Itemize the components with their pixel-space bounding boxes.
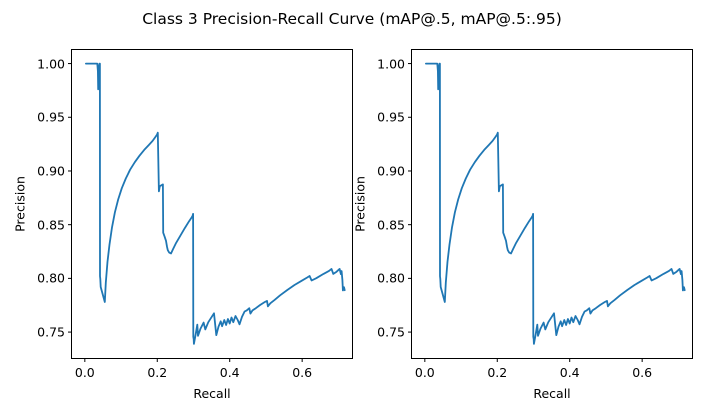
y-tick-label-left: 0.80 (37, 270, 65, 286)
y-tick-label-left: 0.85 (37, 217, 65, 233)
y-axis-label-left: Precision (12, 176, 28, 232)
x-tick-label-right: 0.6 (632, 364, 653, 380)
y-tick-label-left: 0.95 (37, 109, 65, 125)
axes-frame-left (71, 49, 353, 359)
x-tick-label-left: 0.6 (292, 364, 313, 380)
y-tick-label-right: 0.85 (377, 217, 405, 233)
x-axis-label-left: Recall (193, 385, 231, 401)
y-tick-label-right: 0.80 (377, 270, 405, 286)
y-tick-label-right: 0.90 (377, 163, 405, 179)
y-tick-label-right: 1.00 (377, 56, 405, 72)
x-tick-label-left: 0.0 (74, 364, 95, 380)
pr-curve-left (85, 62, 346, 345)
x-tick-label-left: 0.2 (147, 364, 168, 380)
y-axis-label-right: Precision (352, 176, 368, 232)
axes-frame-right (411, 49, 693, 359)
y-tick-label-right: 0.75 (377, 324, 405, 340)
y-tick-label-left: 1.00 (37, 56, 65, 72)
pr-curve-right (424, 62, 686, 345)
x-tick-label-right: 0.2 (487, 364, 508, 380)
y-tick-label-left: 0.75 (37, 324, 65, 340)
figure-title: Class 3 Precision-Recall Curve (mAP@.5, … (142, 10, 562, 28)
y-tick-label-left: 0.90 (37, 163, 65, 179)
y-tick-label-right: 0.95 (377, 109, 405, 125)
x-tick-label-right: 0.0 (414, 364, 435, 380)
x-tick-label-left: 0.4 (219, 364, 240, 380)
x-axis-label-right: Recall (533, 385, 571, 401)
x-tick-label-right: 0.4 (559, 364, 580, 380)
